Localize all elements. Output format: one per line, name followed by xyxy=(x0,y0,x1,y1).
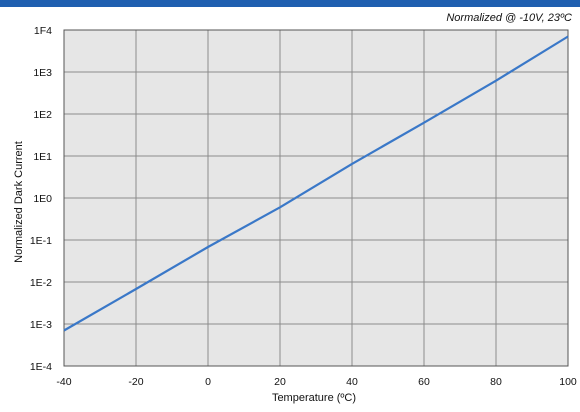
y-tick-label: 1E1 xyxy=(33,151,52,163)
y-tick-label: 1F4 xyxy=(34,25,52,37)
plot-frame xyxy=(63,29,569,367)
y-axis-label: Normalized Dark Current xyxy=(13,141,25,263)
x-tick-label: 20 xyxy=(274,376,286,388)
x-tick-label: 0 xyxy=(205,376,211,388)
y-axis-ticks: 1E-4 1E-3 1E-2 1E-1 1E0 1E1 1E2 1E3 1F4 xyxy=(30,25,52,373)
y-tick-label: 1E2 xyxy=(33,109,52,121)
dark-current-series-line xyxy=(63,35,569,332)
y-tick-label: 1E-1 xyxy=(30,235,52,247)
y-tick-label: 1E-2 xyxy=(30,277,52,289)
x-tick-label: 40 xyxy=(346,376,358,388)
y-tick-label: 1E0 xyxy=(33,193,52,205)
x-tick-label: 60 xyxy=(418,376,430,388)
series-layer xyxy=(63,35,569,332)
x-axis-ticks: -40 -20 0 20 40 60 80 100 xyxy=(56,376,577,388)
y-tick-label: 1E-4 xyxy=(30,361,52,373)
chart-annotation: Normalized @ -10V, 23ºC xyxy=(446,12,572,24)
x-tick-label: 80 xyxy=(490,376,502,388)
x-tick-label: 100 xyxy=(559,376,577,388)
y-tick-label: 1E-3 xyxy=(30,319,52,331)
x-axis-label: Temperature (ºC) xyxy=(272,392,356,404)
header-banner xyxy=(0,0,580,7)
y-tick-label: 1E3 xyxy=(33,67,52,79)
x-tick-label: -20 xyxy=(128,376,143,388)
x-tick-label: -40 xyxy=(56,376,71,388)
